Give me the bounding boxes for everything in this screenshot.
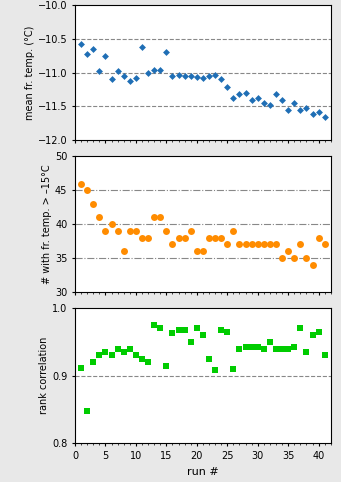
Y-axis label: rank correlation: rank correlation [39,337,49,415]
X-axis label: run #: run # [187,467,219,477]
Y-axis label: mean fr. temp. (°C): mean fr. temp. (°C) [25,26,35,120]
Y-axis label: # with fr. temp. > –15°C: # with fr. temp. > –15°C [42,164,52,284]
